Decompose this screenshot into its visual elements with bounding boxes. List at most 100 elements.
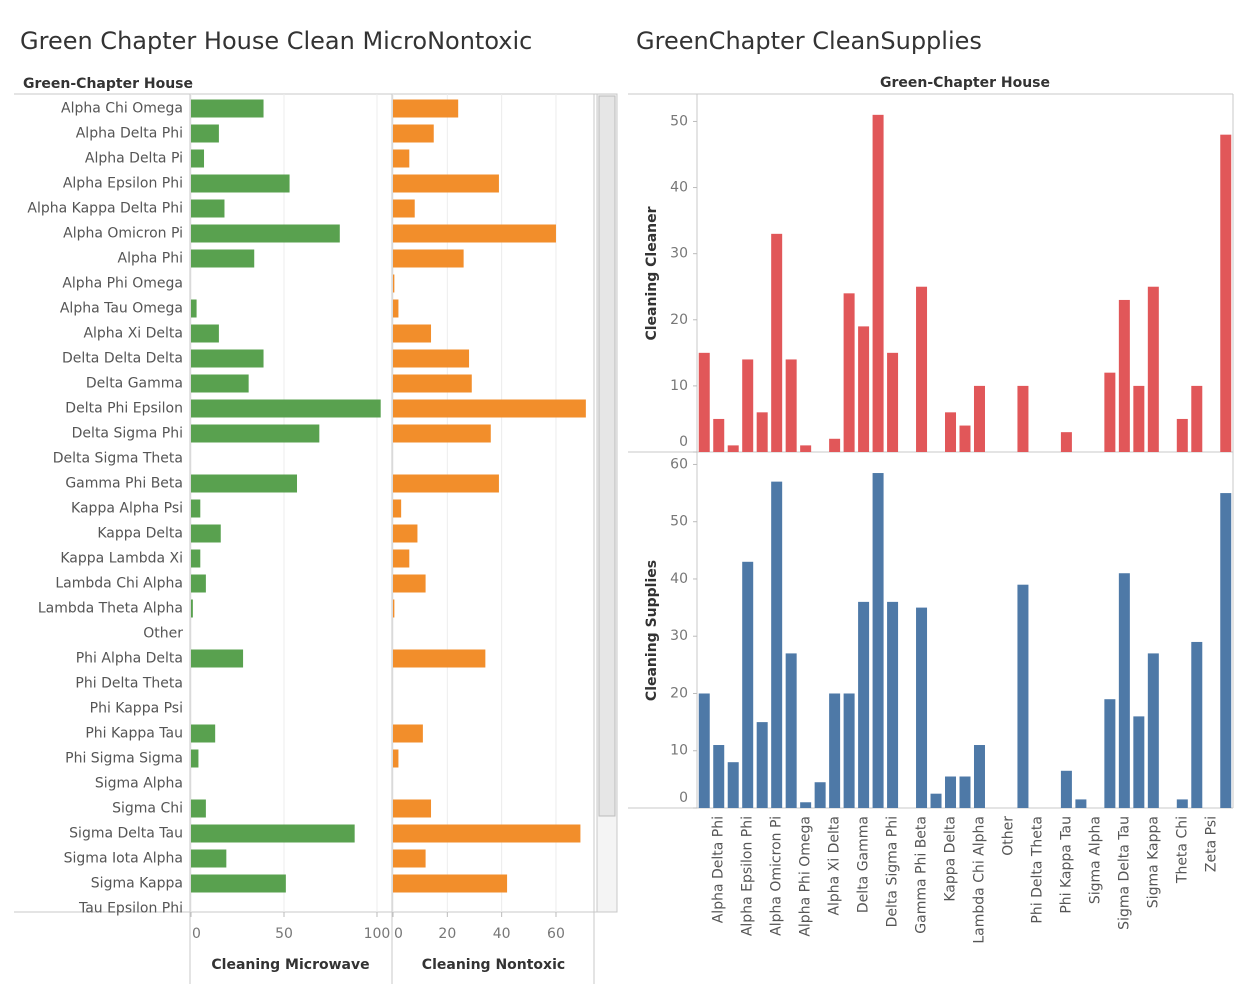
bar bbox=[393, 199, 415, 218]
bar bbox=[1133, 716, 1145, 808]
y-tick-label: 10 bbox=[670, 743, 688, 759]
bar bbox=[393, 649, 486, 668]
bar bbox=[393, 524, 418, 543]
x-tick-label: Alpha Delta Phi bbox=[711, 816, 727, 923]
bar bbox=[191, 249, 255, 268]
bar bbox=[843, 293, 855, 452]
x-tick-label: Lambda Chi Alpha bbox=[971, 816, 987, 944]
x-tick-label: Delta Sigma Phi bbox=[885, 816, 901, 927]
bar bbox=[191, 874, 286, 893]
y-tick-label: 0 bbox=[679, 790, 688, 806]
row-header: Green-Chapter House bbox=[23, 76, 193, 92]
bar bbox=[1191, 641, 1203, 808]
category-label: Phi Kappa Psi bbox=[90, 701, 183, 717]
category-label: Alpha Delta Pi bbox=[85, 151, 183, 167]
bar bbox=[1176, 799, 1188, 808]
bar bbox=[191, 174, 290, 193]
x-tick-label: Alpha Omicron Pi bbox=[769, 816, 785, 936]
category-label: Alpha Omicron Pi bbox=[63, 226, 183, 242]
bar bbox=[191, 224, 340, 243]
bar bbox=[1104, 372, 1116, 452]
category-label: Alpha Delta Phi bbox=[76, 126, 183, 142]
bar bbox=[191, 349, 264, 368]
bar bbox=[1118, 299, 1130, 452]
bar bbox=[843, 693, 855, 808]
x-tick-label: 0 bbox=[192, 926, 201, 942]
bar bbox=[1147, 286, 1159, 452]
bar bbox=[393, 224, 556, 243]
bar bbox=[393, 99, 459, 118]
bar bbox=[393, 474, 499, 493]
bar bbox=[1133, 385, 1145, 452]
bar bbox=[800, 802, 812, 808]
bar bbox=[771, 233, 783, 452]
bar bbox=[191, 574, 206, 593]
x-tick-label: 0 bbox=[394, 926, 403, 942]
category-label: Delta Sigma Phi bbox=[72, 426, 183, 442]
bar bbox=[191, 474, 298, 493]
x-tick-label: 60 bbox=[547, 926, 565, 942]
y-tick-label: 0 bbox=[679, 434, 688, 450]
bar bbox=[191, 824, 355, 843]
bar bbox=[959, 776, 971, 808]
bar bbox=[393, 349, 470, 368]
bar bbox=[393, 849, 426, 868]
bar bbox=[713, 745, 725, 808]
x-tick-label: Sigma Alpha bbox=[1087, 816, 1103, 904]
bar bbox=[1104, 699, 1116, 808]
x-tick-label: 40 bbox=[493, 926, 511, 942]
scrollbar-thumb[interactable] bbox=[598, 95, 616, 817]
x-tick-label: Alpha Epsilon Phi bbox=[740, 816, 756, 936]
category-label: Phi Sigma Sigma bbox=[65, 751, 183, 767]
bar bbox=[393, 274, 395, 293]
category-label: Sigma Alpha bbox=[95, 776, 183, 792]
category-label: Alpha Chi Omega bbox=[61, 101, 183, 117]
bar bbox=[973, 385, 985, 452]
category-label: Phi Alpha Delta bbox=[76, 651, 183, 667]
x-tick-label: Other bbox=[1000, 816, 1016, 856]
category-label: Kappa Delta bbox=[97, 526, 183, 542]
bar bbox=[191, 524, 221, 543]
bar bbox=[872, 114, 884, 452]
bar bbox=[191, 124, 219, 143]
bar bbox=[393, 149, 410, 168]
chart-title: GreenChapter CleanSupplies bbox=[636, 27, 982, 55]
x-tick-label: Gamma Phi Beta bbox=[914, 816, 930, 934]
bar bbox=[858, 326, 870, 452]
bar bbox=[191, 324, 219, 343]
y-tick-label: 40 bbox=[670, 180, 688, 196]
bar bbox=[1191, 385, 1203, 452]
bar bbox=[945, 412, 957, 452]
bar bbox=[191, 399, 381, 418]
category-label: Sigma Iota Alpha bbox=[64, 851, 183, 867]
category-label: Lambda Chi Alpha bbox=[55, 576, 183, 592]
x-tick-label: Sigma Kappa bbox=[1145, 816, 1161, 908]
x-tick-label: Zeta Psi bbox=[1203, 816, 1219, 872]
bar bbox=[1220, 493, 1232, 808]
bar bbox=[814, 782, 826, 808]
bar bbox=[742, 561, 754, 808]
bar bbox=[698, 352, 710, 452]
category-label: Alpha Phi bbox=[118, 251, 183, 267]
bar bbox=[698, 693, 710, 808]
bar bbox=[191, 199, 225, 218]
x-tick-label: Phi Kappa Tau bbox=[1058, 816, 1074, 914]
y-tick-label: 20 bbox=[670, 685, 688, 701]
bar bbox=[393, 749, 399, 768]
category-label: Delta Delta Delta bbox=[62, 351, 183, 367]
bar bbox=[959, 425, 971, 452]
bar bbox=[191, 724, 216, 743]
bar bbox=[393, 799, 432, 818]
bar bbox=[1060, 432, 1072, 452]
bar bbox=[785, 653, 797, 808]
bar bbox=[945, 776, 957, 808]
bar bbox=[191, 599, 193, 618]
x-tick-label: 50 bbox=[275, 926, 293, 942]
y-tick-label: 30 bbox=[670, 246, 688, 262]
category-label: Phi Delta Theta bbox=[75, 676, 183, 692]
bar bbox=[393, 599, 395, 618]
y-axis-title: Cleaning Cleaner bbox=[644, 206, 660, 340]
bar bbox=[191, 499, 201, 518]
bar bbox=[887, 352, 899, 452]
category-label: Tau Epsilon Phi bbox=[78, 901, 183, 917]
